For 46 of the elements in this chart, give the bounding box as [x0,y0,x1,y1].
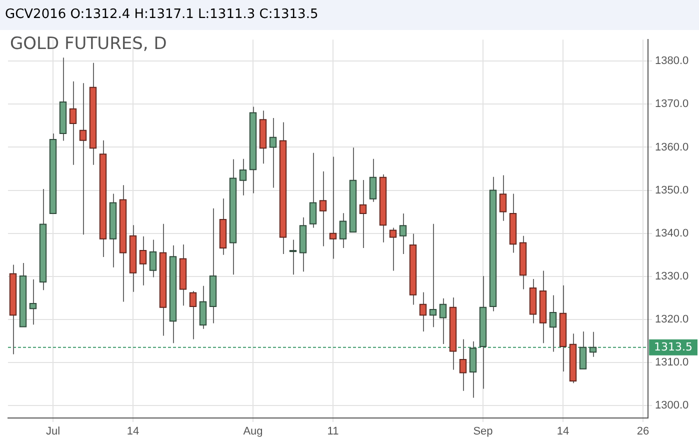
candlestick [369,158,377,202]
y-tick-label: 1370.0 [655,98,689,110]
y-tick-label: 1310.0 [655,356,689,368]
y-tick-label: 1360.0 [655,141,689,154]
candlestick [329,156,337,260]
candlestick [419,292,427,332]
candlestick [589,331,597,358]
candlestick [79,82,87,236]
candlestick [469,340,477,398]
x-tick-label: 26 [636,426,650,438]
candlestick [309,152,317,228]
candlestick [399,213,407,254]
candlestick [429,223,437,328]
x-tick-label: 14 [556,426,570,438]
candlestick [389,227,397,272]
candlestick [459,338,467,392]
chart-title: GOLD FUTURES, D [10,34,167,54]
candlestick [289,239,297,276]
x-tick-label: Aug [243,426,263,438]
x-tick-label: Sep [473,426,493,438]
candlestick [239,158,247,196]
candlestick [579,330,587,370]
candlestick [499,174,507,222]
y-tick-label: 1300.0 [655,400,689,412]
y-tick-label: 1320.0 [655,313,689,326]
candlestick [269,117,277,188]
candlestick [149,239,157,278]
ref-line-label: 1313.5 [654,340,692,354]
y-tick-label: 1330.0 [655,270,689,282]
y-tick-label: 1340.0 [655,227,689,240]
chart-subtitle: GCV2016 O:1312.4 H:1317.1 L:1311.3 C:1313.5 [0,0,699,30]
y-tick-label: 1380.0 [655,55,689,68]
candlestick [199,285,207,330]
candlestick [189,290,197,340]
candlestick [339,212,347,248]
candlestick [319,170,327,247]
candlestick [439,298,447,344]
x-tick-label: 11 [327,426,339,438]
candlestick [139,236,147,286]
x-tick-label: 14 [126,426,140,438]
y-tick-label: 1350.0 [655,184,689,196]
candlestick [549,294,557,352]
x-tick-label: Jul [46,426,60,438]
candlestick [359,179,367,248]
candlestick [69,80,77,166]
candlestick [29,278,37,326]
